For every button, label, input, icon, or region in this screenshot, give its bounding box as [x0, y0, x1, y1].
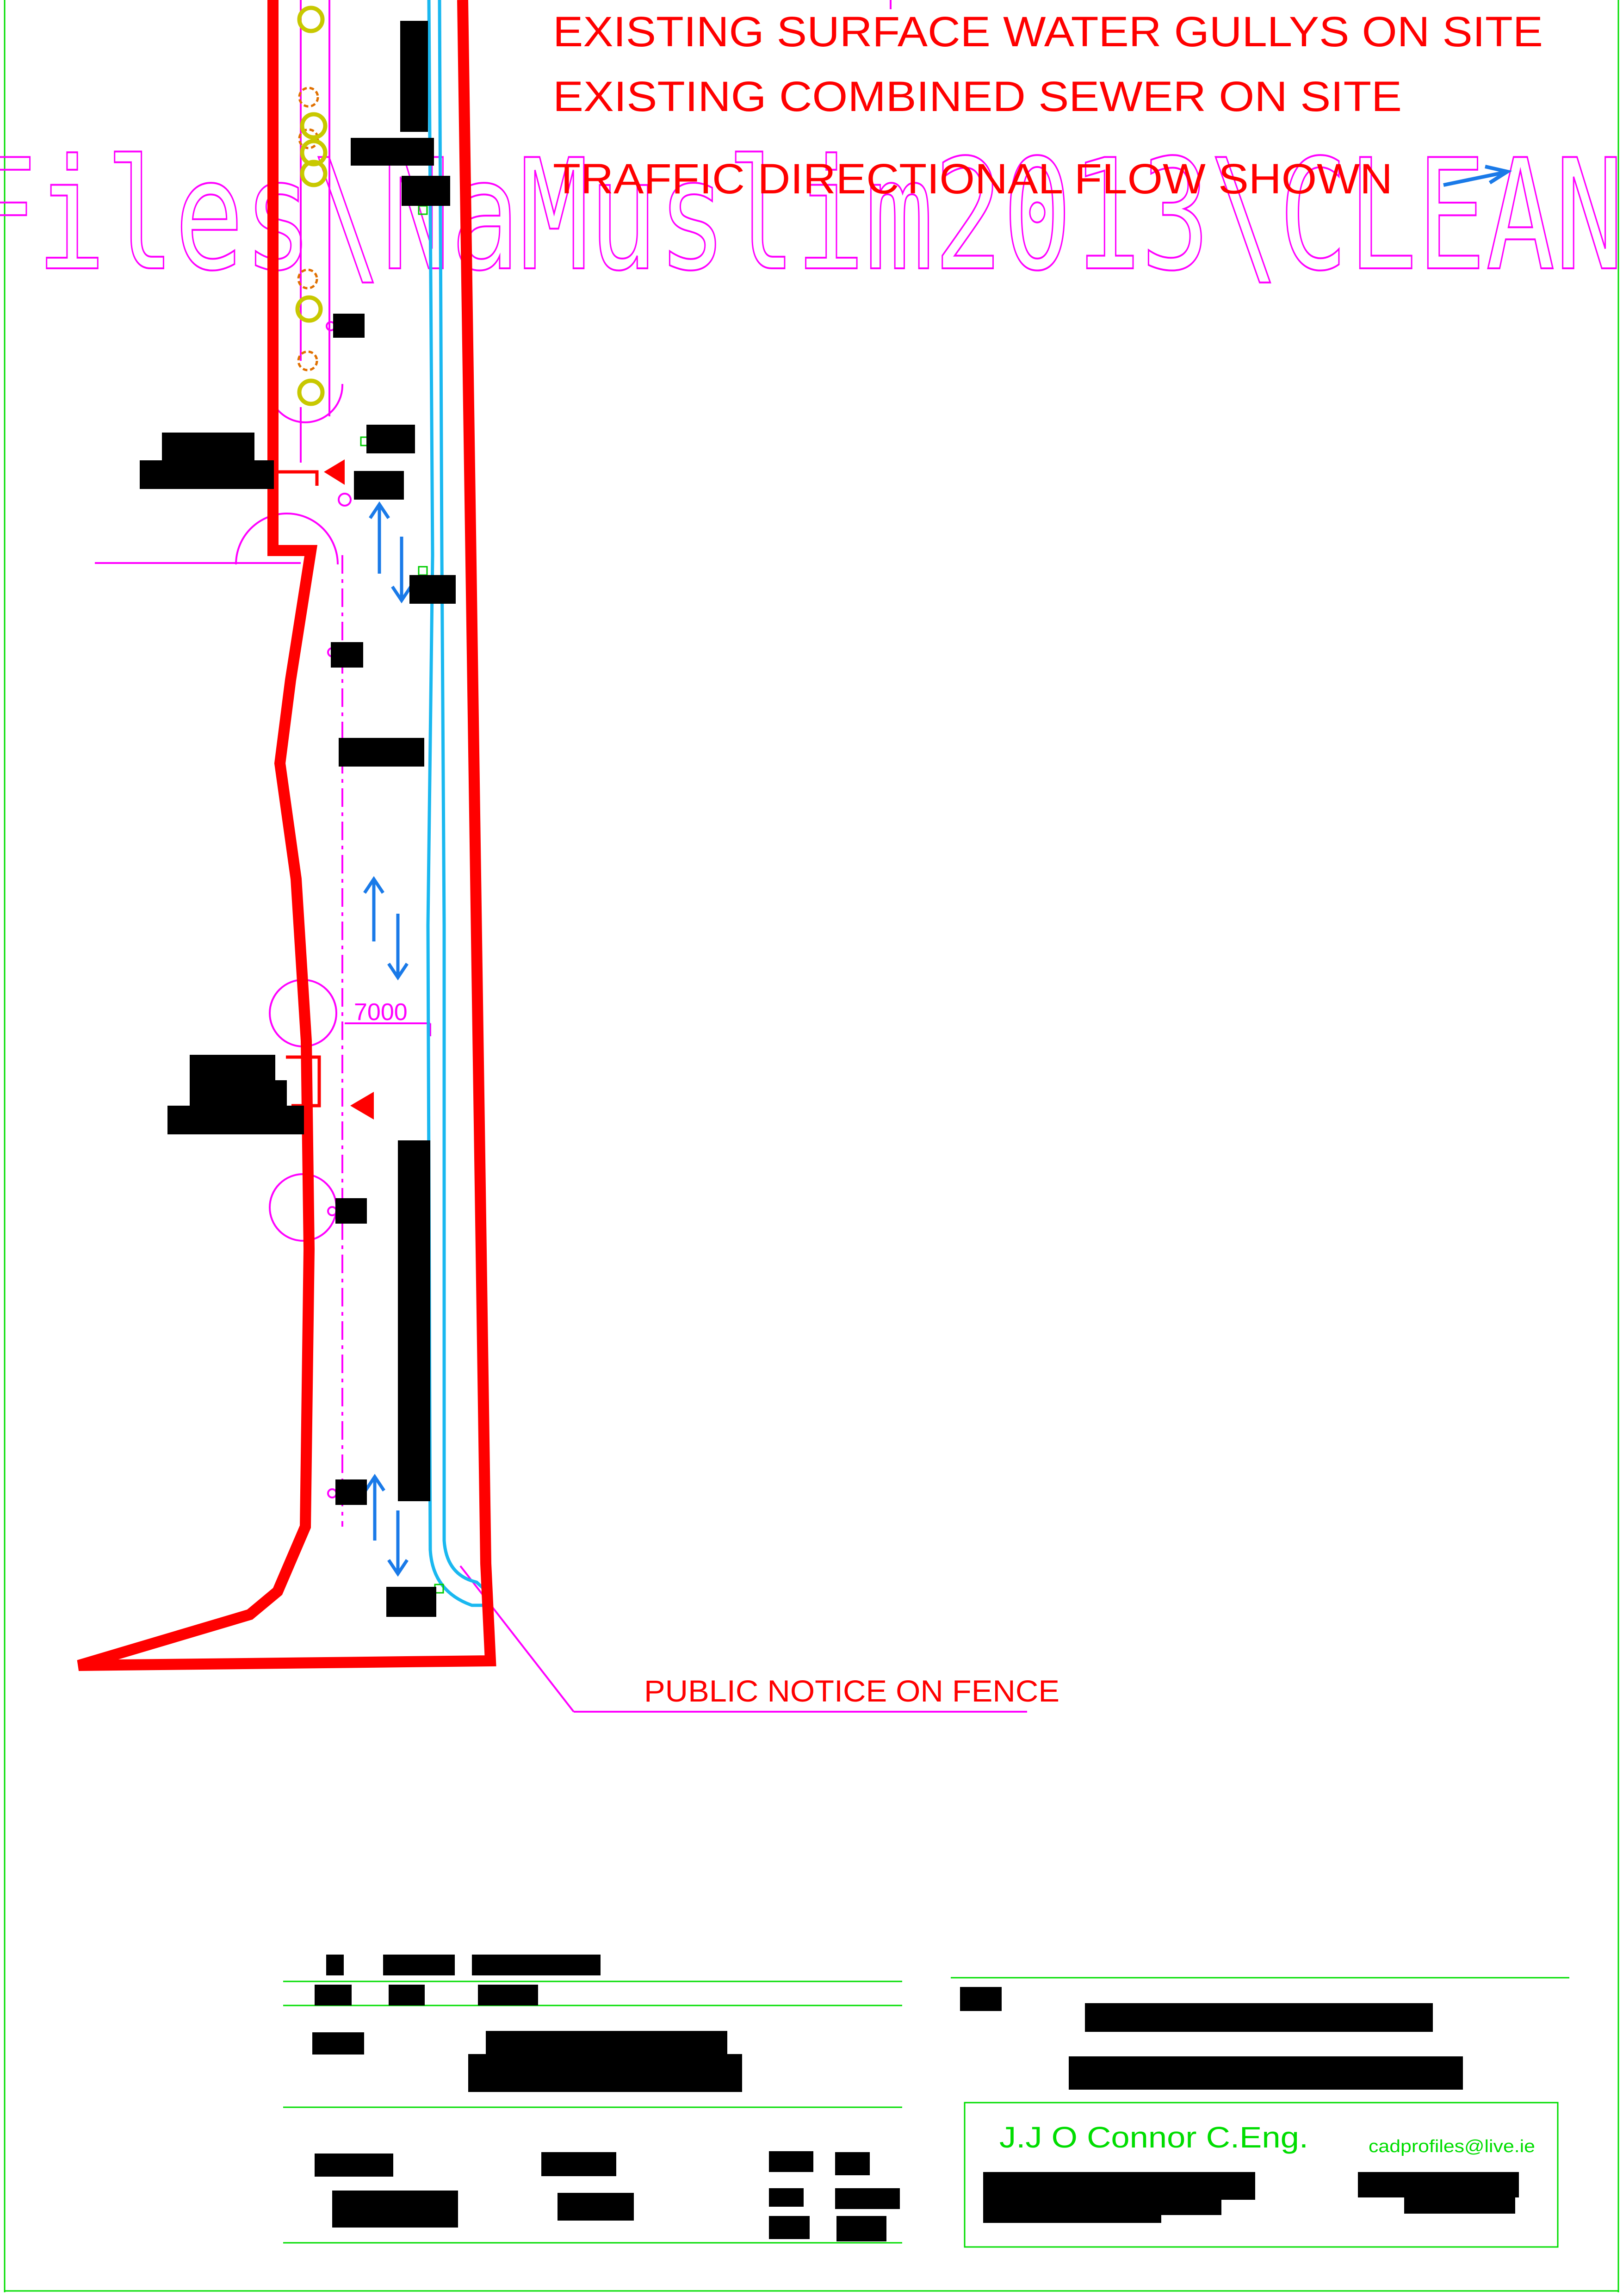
traffic-flow-legend-arrow-icon — [1443, 165, 1512, 187]
entrance-markers — [273, 459, 374, 1120]
traffic-flow-arrow-icon — [364, 1473, 385, 1541]
note-combined-sewer: EXISTING COMBINED SEWER ON SITE — [553, 73, 1402, 120]
entrance-marker-icon — [350, 1092, 374, 1120]
traffic-flow-arrow-icon — [387, 914, 409, 981]
note-surface-water-gullys: EXISTING SURFACE WATER GULLYS ON SITE — [553, 8, 1543, 56]
title-block: J.J O Connor C.Eng. cadprofiles@live.ie — [283, 1955, 1569, 2248]
entrance-marker-icon — [324, 459, 345, 485]
gully-icon — [297, 6, 325, 33]
engineer-name: J.J O Connor C.Eng. — [999, 2121, 1308, 2154]
traffic-flow-arrow-icon — [363, 876, 384, 941]
watermark-path-text: Files\NaMuslim2013\CLEAN — [0, 127, 1623, 304]
existing-gullies — [295, 6, 328, 406]
road-edge-lines — [426, 0, 489, 1607]
redacted-labels — [140, 21, 456, 1617]
note-traffic-flow: TRAFFIC DIRECTIONAL FLOW SHOWN — [553, 155, 1393, 203]
site-boundary — [77, 0, 496, 1671]
gully-icon — [295, 295, 323, 323]
dimension-label: 7000 — [354, 999, 408, 1026]
drawing-frame — [4, 0, 1619, 2292]
traffic-flow-arrow-icon — [369, 501, 390, 574]
engineer-email: cadprofiles@live.ie — [1369, 2137, 1535, 2156]
gully-icon — [300, 112, 328, 140]
public-notice-callout: PUBLIC NOTICE ON FENCE — [644, 1674, 1059, 1708]
tree-icon — [297, 268, 318, 290]
gully-icon — [297, 378, 325, 406]
traffic-flow-arrow-icon — [387, 1510, 409, 1577]
traffic-flow-arrow-icon — [391, 537, 412, 604]
gully-icon — [300, 160, 328, 187]
tree-icon — [298, 87, 319, 108]
tree-icon — [297, 350, 318, 371]
traffic-flow-arrows — [363, 501, 412, 1577]
gully-icon — [300, 139, 328, 167]
